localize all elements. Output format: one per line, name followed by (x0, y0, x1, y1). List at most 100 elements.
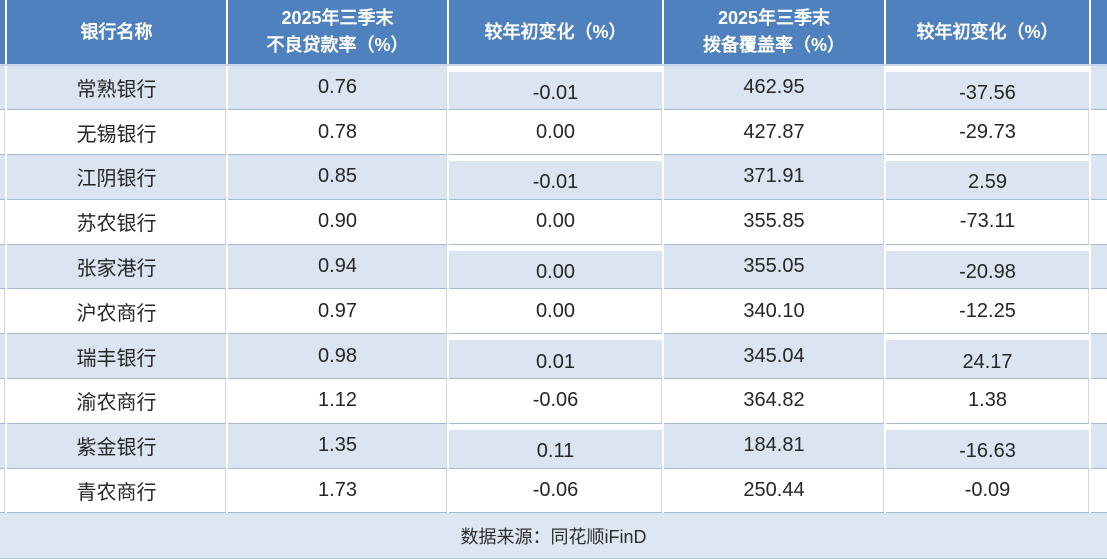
col-header-bank-name: 银行名称 (6, 0, 228, 66)
row-right-sliver (1090, 468, 1107, 513)
coverage-change-cell: 2.59 (885, 160, 1091, 206)
bank-name-cell: 苏农银行 (6, 199, 228, 245)
bank-name-cell: 沪农商行 (6, 288, 228, 334)
npl-ratio-cell: 0.98 (227, 333, 449, 379)
table-row: 青农商行 1.73 -0.06 250.44 -0.09 (0, 468, 1107, 513)
coverage-ratio-cell: 250.44 (663, 468, 886, 513)
npl-ratio-cell: 1.12 (227, 378, 449, 424)
npl-ratio-cell: 0.90 (227, 199, 449, 245)
coverage-change-cell: -16.63 (885, 429, 1091, 475)
row-left-sliver (0, 199, 7, 245)
npl-ratio-cell: 0.94 (227, 244, 449, 289)
npl-ratio-cell: 0.97 (227, 288, 449, 334)
row-left-sliver (0, 154, 7, 200)
data-source-note: 数据来源：同花顺iFinD (0, 512, 1107, 559)
table-row: 瑞丰银行 0.98 0.01 345.04 24.17 (0, 333, 1107, 385)
header-label-line2: 拨备覆盖率（%） (702, 35, 845, 55)
table-footer: 数据来源：同花顺iFinD (0, 512, 1107, 559)
row-right-sliver (1090, 199, 1107, 244)
bank-name-cell: 瑞丰银行 (6, 333, 228, 379)
coverage-change-cell: -37.56 (885, 71, 1091, 116)
npl-change-cell: 0.01 (448, 339, 664, 385)
coverage-ratio-cell: 462.95 (663, 65, 886, 110)
bank-name-cell: 江阴银行 (6, 154, 228, 200)
coverage-change-cell: -73.11 (885, 199, 1091, 245)
bank-name-cell: 张家港行 (6, 244, 228, 289)
table-row: 紫金银行 1.35 0.11 184.81 -16.63 (0, 423, 1107, 475)
coverage-ratio-cell: 364.82 (663, 378, 886, 424)
npl-change-cell: 0.11 (448, 429, 664, 475)
row-left-sliver (0, 288, 7, 334)
header-label: 较年初变化（%） (484, 21, 627, 42)
coverage-change-cell: -29.73 (885, 109, 1091, 155)
row-right-sliver (1090, 65, 1107, 110)
npl-change-cell: 0.00 (448, 109, 664, 155)
table-row: 江阴银行 0.85 -0.01 371.91 2.59 (0, 154, 1107, 206)
row-right-sliver (1090, 423, 1107, 468)
table-row: 无锡银行 0.78 0.00 427.87 -29.73 (0, 109, 1107, 155)
row-right-sliver (1090, 110, 1107, 155)
row-left-sliver (0, 65, 7, 110)
row-right-sliver (1090, 244, 1107, 289)
npl-change-cell: 0.00 (448, 288, 664, 334)
npl-change-cell: 0.00 (448, 250, 664, 295)
npl-ratio-cell: 1.73 (227, 468, 449, 513)
header-label: 较年初变化（%） (916, 21, 1059, 42)
npl-change-cell: -0.01 (448, 71, 664, 116)
bank-name-cell: 渝农商行 (6, 378, 228, 424)
row-right-sliver (1090, 334, 1107, 379)
npl-change-cell: -0.06 (448, 378, 664, 424)
header-row: 银行名称 2025年三季末 不良贷款率（%） 较年初变化（%） 2025年三季末… (0, 0, 1107, 66)
npl-ratio-cell: 0.78 (227, 109, 449, 155)
row-left-sliver (0, 468, 7, 513)
coverage-ratio-cell: 427.87 (663, 109, 886, 155)
bank-name-cell: 紫金银行 (6, 423, 228, 469)
row-left-sliver (0, 333, 7, 379)
coverage-change-cell: -20.98 (885, 250, 1091, 295)
table-header: 银行名称 2025年三季末 不良贷款率（%） 较年初变化（%） 2025年三季末… (0, 0, 1107, 66)
row-right-sliver (1090, 155, 1107, 200)
header-label-line2: 不良贷款率（%） (266, 35, 409, 55)
col-header-coverage-change: 较年初变化（%） (885, 0, 1091, 66)
row-left-sliver (0, 244, 7, 289)
row-right-sliver (1090, 289, 1107, 334)
npl-change-cell: -0.01 (448, 160, 664, 206)
coverage-change-cell: 1.38 (885, 378, 1091, 424)
bank-name-cell: 无锡银行 (6, 109, 228, 155)
coverage-change-cell: 24.17 (885, 339, 1091, 385)
coverage-ratio-cell: 371.91 (663, 154, 886, 200)
coverage-change-cell: -12.25 (885, 288, 1091, 334)
header-label-line1: 2025年三季末 (281, 8, 394, 28)
bank-name-cell: 常熟银行 (6, 65, 228, 110)
table-row: 苏农银行 0.90 0.00 355.85 -73.11 (0, 199, 1107, 245)
table-row: 沪农商行 0.97 0.00 340.10 -12.25 (0, 288, 1107, 334)
row-left-sliver (0, 423, 7, 469)
col-header-npl-ratio: 2025年三季末 不良贷款率（%） (227, 0, 449, 66)
row-right-sliver (1090, 379, 1107, 424)
header-label-line1: 2025年三季末 (717, 8, 831, 28)
table-row: 渝农商行 1.12 -0.06 364.82 1.38 (0, 378, 1107, 424)
row-left-sliver (0, 378, 7, 424)
coverage-ratio-cell: 345.04 (663, 333, 886, 379)
row-left-sliver (0, 109, 7, 155)
header-label: 银行名称 (80, 21, 153, 42)
npl-change-cell: 0.00 (448, 199, 664, 245)
npl-change-cell: -0.06 (448, 468, 664, 513)
coverage-ratio-cell: 184.81 (663, 423, 886, 469)
col-header-coverage-ratio: 2025年三季末 拨备覆盖率（%） (663, 0, 886, 66)
npl-ratio-cell: 0.76 (227, 65, 449, 110)
npl-ratio-cell: 0.85 (227, 154, 449, 200)
coverage-ratio-cell: 355.85 (663, 199, 886, 245)
coverage-ratio-cell: 340.10 (663, 288, 886, 334)
table-body: 常熟银行 0.76 -0.01 462.95 -37.56 无锡银行 0.78 0.00 427… (0, 65, 1107, 513)
coverage-change-cell: -0.09 (885, 468, 1091, 513)
bank-name-cell: 青农商行 (6, 468, 228, 513)
footer-row: 数据来源：同花顺iFinD (0, 512, 1107, 559)
table-row: 常熟银行 0.76 -0.01 462.95 -37.56 (0, 65, 1107, 116)
header-left-sliver (0, 0, 7, 66)
table-row: 张家港行 0.94 0.00 355.05 -20.98 (0, 244, 1107, 295)
header-right-sliver (1090, 0, 1107, 66)
col-header-npl-change: 较年初变化（%） (448, 0, 664, 66)
